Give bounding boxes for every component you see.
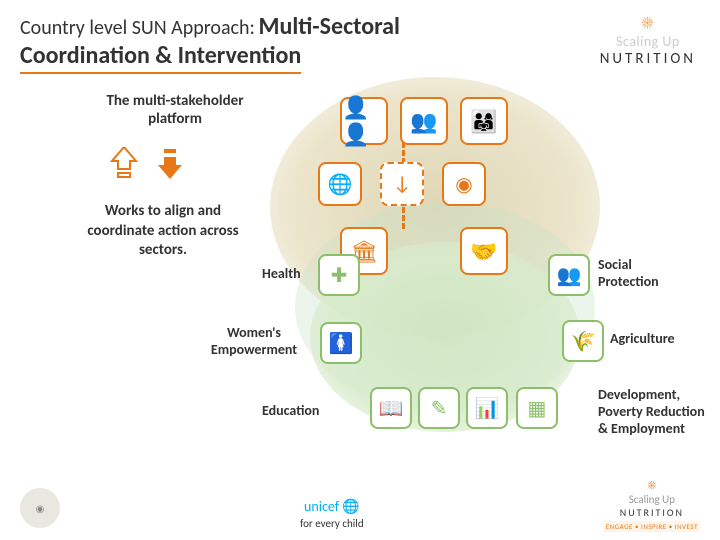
title-prefix: Country level SUN Approach: — [20, 16, 255, 40]
works-label: Works to align and coordinate action acr… — [78, 202, 248, 261]
footer-emblem-icon: ◉ — [20, 488, 60, 528]
title-area: Country level SUN Approach: Multi-Sector… — [0, 0, 720, 82]
arrow-down-icon — [156, 147, 184, 183]
footer-unicef-logo: unicef 🌐 for every child — [300, 498, 364, 530]
stakeholder-icon-2: 👥 — [400, 97, 448, 145]
title-main: Multi-Sectoral — [259, 12, 400, 41]
partnership-icon: 🤝 — [460, 227, 508, 275]
social-protection-icon: 👥 — [548, 254, 590, 296]
health-label: Health — [262, 265, 301, 282]
corner-logo: ☀ Scaling Up NUTRITION — [600, 14, 696, 68]
logo-scaling: Scaling Up — [600, 33, 696, 50]
unicef-text: unicef — [304, 498, 339, 515]
dash-line-1 — [402, 142, 405, 164]
social-label: Social Protection — [598, 257, 688, 291]
title-line2: Coordination & Intervention — [20, 41, 301, 74]
development-label: Development, Poverty Reduction & Employm… — [598, 387, 708, 437]
content-area: The multi-stakeholder platform Works to … — [0, 82, 720, 522]
pencil-icon: ✎ — [418, 387, 460, 429]
arrows-row — [110, 147, 184, 183]
sun-nutrition: NUTRITION — [604, 506, 700, 519]
platform-label: The multi-stakeholder platform — [90, 92, 260, 128]
unicef-sub: for every child — [300, 517, 364, 530]
footer-sun-logo: ☀ Scaling Up NUTRITION ENGAGE • INSPIRE … — [604, 479, 700, 532]
stakeholder-icon-1: 👤👤 — [340, 97, 388, 145]
education-label: Education — [262, 402, 319, 419]
arrow-up-icon — [110, 147, 138, 183]
agriculture-label: Agriculture — [610, 330, 675, 347]
women-icon: 🚺 — [320, 322, 362, 364]
agriculture-icon: 🌾 — [562, 320, 604, 362]
un-icon: 🌐 — [318, 162, 362, 206]
sun-scaling: Scaling Up — [604, 493, 700, 506]
health-icon: ✚ — [318, 254, 360, 296]
sun-icon: ☀ — [604, 479, 700, 493]
womens-label: Women's Empowerment — [194, 325, 314, 359]
circles-icon: ◉ — [442, 162, 486, 206]
sun-rays-icon: ☀ — [600, 14, 696, 33]
sun-tagline: ENGAGE • INSPIRE • INVEST — [604, 521, 700, 532]
development-icon-2: ▦ — [516, 387, 558, 429]
education-icon: 📖 — [370, 387, 412, 429]
logo-nutrition: NUTRITION — [600, 50, 696, 68]
arrow-down-box-icon: ↓ — [380, 162, 424, 206]
stakeholder-icon-3: 👨‍👩‍👧 — [460, 97, 508, 145]
development-icon-1: 📊 — [466, 387, 508, 429]
dash-line-2 — [402, 207, 405, 229]
